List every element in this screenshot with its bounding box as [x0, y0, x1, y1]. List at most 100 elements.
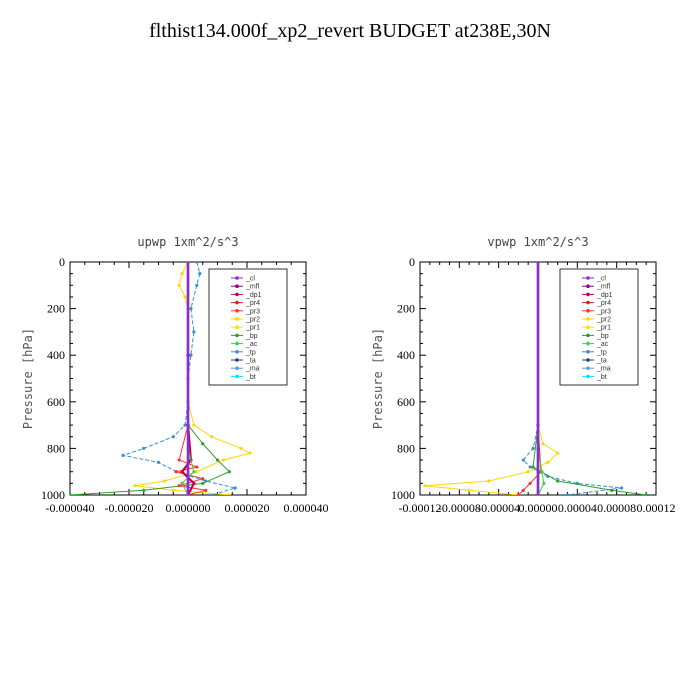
series-point-bp: [610, 488, 614, 492]
legend-label-tp: _tp: [245, 349, 256, 356]
legend-marker-pr4: [586, 300, 590, 305]
series-point-tp: [233, 486, 237, 490]
series-point-tp: [619, 486, 624, 490]
series-point-tp: [521, 458, 525, 462]
series-point-pr3: [528, 481, 532, 485]
legend-label-bp: _bp: [596, 333, 609, 340]
x-tick-label: 0.00004: [558, 501, 597, 515]
series-point-pr2: [180, 272, 184, 276]
series-point-tp: [121, 453, 125, 457]
series-point-tp: [189, 307, 193, 311]
series-point-tp: [195, 262, 199, 264]
x-tick-label: 0.00008: [597, 501, 636, 515]
series-point-bp: [227, 470, 231, 474]
y-tick-label: 600: [397, 395, 415, 409]
series-point-pr3: [516, 493, 520, 495]
series-point-cl: [536, 262, 540, 264]
series-point-pr2: [556, 451, 560, 455]
legend-label-bp: _bp: [245, 333, 258, 340]
legend-label-bt: _bt: [596, 374, 607, 381]
y-tick-label: 600: [47, 395, 65, 409]
legend-marker-bp: [586, 333, 590, 338]
chart-panel-1: upwp 1xm^2/s^3 Pressure [hPa] 0 200 400 600 80…: [21, 235, 329, 515]
legend-marker-tp: [586, 350, 590, 354]
series-point-pr2: [541, 442, 545, 446]
legend-marker-pr3: [586, 309, 590, 313]
series-point-pr2: [210, 435, 214, 439]
legend-label-bt: _bt: [245, 374, 256, 381]
x-tick-label: 0.00000: [519, 501, 558, 515]
series-point-ac: [542, 481, 546, 485]
y-tick-label: 200: [397, 302, 415, 316]
legend-label-pr4: _pr4: [596, 300, 611, 307]
legend-label-cl: _cl: [245, 276, 255, 283]
legend-label-pr1: _pr1: [596, 325, 611, 332]
legend-marker-pr2: [235, 317, 239, 321]
chart-title: vpwp 1xm^2/s^3: [487, 235, 588, 249]
y-axis-label: Pressure [hPa]: [21, 328, 35, 429]
legend-marker-ma: [586, 366, 590, 371]
y-tick-label: 400: [397, 348, 415, 362]
legend-marker-pr1: [235, 325, 239, 330]
series-point-pr3: [174, 470, 178, 474]
series-point-bp: [70, 493, 72, 495]
y-tick-label: 400: [47, 348, 65, 362]
series-point-bp: [531, 465, 535, 469]
series-point-pr2: [467, 488, 471, 492]
series-point-bp: [142, 488, 146, 492]
legend-marker-ac: [235, 341, 239, 346]
series-point-pr3: [195, 465, 199, 469]
x-tick-label: -0.00004: [477, 501, 520, 515]
series-point-tp: [565, 493, 570, 495]
y-tick-label: 1000: [391, 488, 415, 502]
series-point-tp: [528, 465, 532, 469]
legend-marker-cl: [586, 276, 590, 280]
legend-label-dp1: _dp1: [245, 292, 262, 299]
legend-marker-bt: [586, 374, 590, 379]
series-point-tp: [192, 330, 196, 334]
legend-label-ta: _ta: [245, 358, 256, 365]
x-tick-label: 0.00012: [637, 501, 676, 515]
legend-marker-bp: [235, 333, 239, 338]
series-point-pr2: [183, 295, 187, 299]
series-line-bp: [70, 262, 231, 495]
series-point-tp: [198, 272, 202, 276]
legend-box: [208, 268, 288, 386]
series-point-bp: [201, 442, 205, 446]
series-point-pr2: [162, 479, 166, 483]
series-point-pr2: [526, 470, 530, 474]
series-point-bp: [644, 493, 648, 495]
legend-label-ma: _ma: [245, 366, 260, 373]
legend-label-pr1: _pr1: [245, 325, 260, 332]
x-tick-label: -0.000040: [46, 501, 95, 515]
series-point-tp: [142, 446, 146, 450]
series-point-cl: [536, 493, 540, 495]
series-point-tp: [171, 435, 175, 439]
series-point-pr3: [177, 484, 181, 488]
legend-marker-pr2: [586, 317, 590, 321]
series-point-ac: [540, 470, 544, 474]
legend-marker-ta: [235, 358, 239, 362]
legend-marker-pr4: [235, 300, 239, 305]
series-point-pr3: [177, 458, 181, 462]
legend-label-ma: _ma: [596, 366, 611, 373]
legend-marker-ma: [235, 366, 239, 371]
series-point-pr2: [227, 493, 231, 495]
series-point-tp: [531, 446, 535, 450]
x-tick-label: -0.000020: [105, 501, 154, 515]
chart-panel-2: vpwp 1xm^2/s^3 Pressure [hPa] 0 200 400 600 80…: [371, 235, 676, 515]
series-point-bp: [201, 481, 205, 485]
series-point-pr3: [204, 488, 208, 492]
legend-marker-bt: [235, 374, 239, 379]
series-group: [70, 262, 252, 495]
legend-marker-mfl: [235, 284, 239, 289]
legend-label-tp: _tp: [596, 349, 607, 356]
series-point-pr2: [546, 460, 550, 464]
series-point-tp: [189, 353, 193, 357]
y-tick-label: 800: [397, 441, 415, 455]
series-point-cl: [186, 493, 190, 495]
series-point-bp: [215, 458, 220, 462]
series-point-ac: [192, 470, 196, 474]
series-point-tp: [195, 283, 199, 287]
series-point-pr2: [248, 451, 252, 455]
